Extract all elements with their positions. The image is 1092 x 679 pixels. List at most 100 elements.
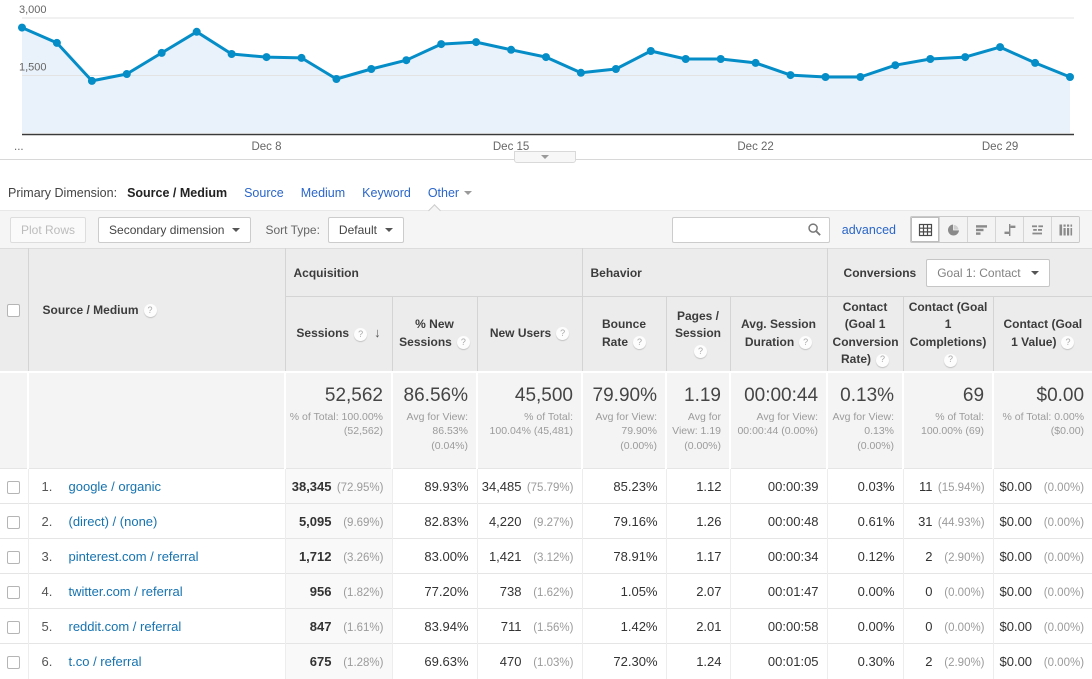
help-icon[interactable]: ? [354, 327, 368, 341]
performance-icon [976, 224, 987, 235]
metric-cell-new-users: 470 (1.03%) [476, 643, 582, 679]
goal-selector-dropdown[interactable]: Goal 1: Contact [926, 258, 1050, 287]
row-checkbox[interactable] [7, 480, 21, 494]
metric-cell-pages-session: 1.17 [665, 538, 730, 574]
metric-cell-new-users: 711 (1.56%) [476, 608, 582, 644]
metric-percent: (1.61%) [343, 621, 384, 634]
metric-cell-contact-goal-1-value: $0.00 (0.00%) [992, 503, 1092, 539]
column-header-pages-session[interactable]: Pages / Session? [665, 296, 730, 372]
metric-percent: (2.90%) [944, 551, 985, 564]
dimension-keyword[interactable]: Keyword [362, 186, 411, 200]
percentage-icon [948, 223, 960, 235]
data-grid-icon [918, 223, 932, 236]
column-header-source-medium[interactable]: Source / Medium? [27, 248, 285, 372]
secondary-dimension-button[interactable]: Secondary dimension [98, 216, 252, 243]
metric-cell-bounce-rate: 1.42% [581, 608, 666, 644]
column-header-contact-goal-1-completions[interactable]: Contact (Goal 1 Completions)? [902, 296, 994, 372]
metric-percent: (0.00%) [1043, 621, 1085, 634]
metric-percent: (1.82%) [343, 586, 384, 599]
view-term-cloud-button[interactable] [1023, 217, 1051, 242]
summary-cell-contact-goal-1-value: $0.00 % of Total: 0.00% ($0.00) [992, 370, 1092, 469]
select-all-cell [0, 248, 28, 372]
help-icon[interactable]: ? [799, 336, 813, 350]
view-pivot-button[interactable] [1051, 217, 1079, 242]
column-header-new-users[interactable]: New Users? [476, 296, 582, 372]
source-medium-link[interactable]: pinterest.com / referral [68, 548, 199, 564]
dimension-source-medium[interactable]: Source / Medium [127, 186, 228, 200]
column-header-sessions[interactable]: Sessions? ↓ [284, 296, 392, 372]
secondary-dimension-label: Secondary dimension [109, 222, 225, 237]
view-comparison-button[interactable] [995, 217, 1023, 242]
row-checkbox[interactable] [7, 550, 21, 564]
dimension-medium[interactable]: Medium [300, 186, 346, 200]
metric-cell-contact-goal-1-completions: 11 (15.94%) [902, 468, 994, 504]
help-icon[interactable]: ? [633, 336, 646, 350]
advanced-search-link[interactable]: advanced [841, 222, 896, 237]
plot-rows-button[interactable]: Plot Rows [10, 216, 87, 243]
view-performance-button[interactable] [967, 217, 995, 242]
search-icon [808, 223, 822, 236]
search-input[interactable] [672, 218, 801, 241]
primary-dimension-bar: Primary Dimension: Source / Medium Sourc… [0, 160, 1092, 210]
row-checkbox[interactable] [7, 655, 21, 669]
source-medium-link[interactable]: reddit.com / referral [68, 618, 182, 634]
help-icon[interactable]: ? [1061, 336, 1075, 350]
metric-percent: (2.90%) [944, 656, 985, 669]
column-header-bounce-rate[interactable]: Bounce Rate? [581, 296, 666, 372]
summary-subtext: Avg for View: 79.90% (0.00%) [595, 410, 657, 453]
metric-percent: (0.00%) [944, 586, 985, 599]
row-checkbox[interactable] [7, 515, 21, 529]
metric-value: 1.05% [620, 583, 658, 599]
metric-value: 79.16% [613, 513, 658, 529]
row-number: 3. [41, 548, 53, 564]
chart-collapse-tab[interactable] [514, 151, 576, 163]
column-header-avg-session-duration[interactable]: Avg. Session Duration? [729, 296, 828, 372]
row-checkbox[interactable] [7, 585, 21, 599]
search-button[interactable] [801, 218, 829, 242]
row-checkbox[interactable] [7, 620, 21, 634]
column-header-contact-goal-1-value[interactable]: Contact (Goal 1 Value)? [992, 296, 1092, 372]
column-header-contact-goal-1-conversion-rate[interactable]: Contact (Goal 1 Conversion Rate)? [826, 296, 904, 372]
help-icon[interactable]: ? [944, 353, 958, 367]
metric-value: 83.94% [424, 618, 469, 634]
source-medium-link[interactable]: (direct) / (none) [68, 513, 158, 529]
metric-percent: (0.00%) [1043, 516, 1085, 529]
source-medium-link[interactable]: twitter.com / referral [68, 583, 183, 599]
source-medium-link[interactable]: t.co / referral [68, 653, 142, 669]
row-checkbox-cell [0, 608, 28, 644]
sort-type-button[interactable]: Default [327, 216, 404, 243]
source-medium-link[interactable]: google / organic [68, 478, 162, 494]
metric-value: 0 [925, 618, 933, 634]
column-header-new-sessions[interactable]: % New Sessions? [391, 296, 477, 372]
column-header-label: Contact (Goal 1 Completions) [908, 300, 988, 349]
summary-subtext: % of Total: 100.04% (45,481) [489, 410, 573, 438]
view-data-grid-button[interactable] [911, 217, 939, 242]
conversions-label: Conversions [843, 265, 917, 280]
dimension-source[interactable]: Source [244, 186, 284, 200]
column-header-label: Contact (Goal 1 Conversion Rate) [832, 300, 899, 367]
metric-value: 78.91% [613, 548, 658, 564]
summary-value: 00:00:44 [744, 384, 819, 406]
metric-percent: (3.26%) [343, 551, 384, 564]
help-icon[interactable]: ? [143, 303, 157, 317]
metric-cell-bounce-rate: 79.16% [581, 503, 666, 539]
chevron-down-icon [1030, 270, 1039, 275]
metric-value: 00:00:48 [767, 513, 819, 529]
help-icon[interactable]: ? [556, 327, 570, 341]
metric-value: 1,421 [488, 548, 522, 564]
metric-percent: (0.00%) [944, 621, 985, 634]
summary-cell-avg-session-duration: 00:00:44 Avg for View: 00:00:44 (0.00%) [728, 370, 828, 469]
view-percentage-button[interactable] [939, 217, 967, 242]
view-selector-group [910, 216, 1080, 243]
help-icon[interactable]: ? [694, 344, 707, 358]
dimension-other-dropdown[interactable]: Other [428, 186, 473, 200]
metric-value: 1.24 [696, 653, 722, 669]
metric-value: 00:01:47 [767, 583, 819, 599]
metric-percent: (9.27%) [533, 516, 574, 529]
metric-value: 34,485 [481, 478, 522, 494]
help-icon[interactable]: ? [456, 336, 470, 350]
help-icon[interactable]: ? [876, 353, 890, 367]
select-all-checkbox[interactable] [7, 303, 21, 317]
metric-value: 1.42% [620, 618, 658, 634]
metric-cell-bounce-rate: 85.23% [581, 468, 666, 504]
